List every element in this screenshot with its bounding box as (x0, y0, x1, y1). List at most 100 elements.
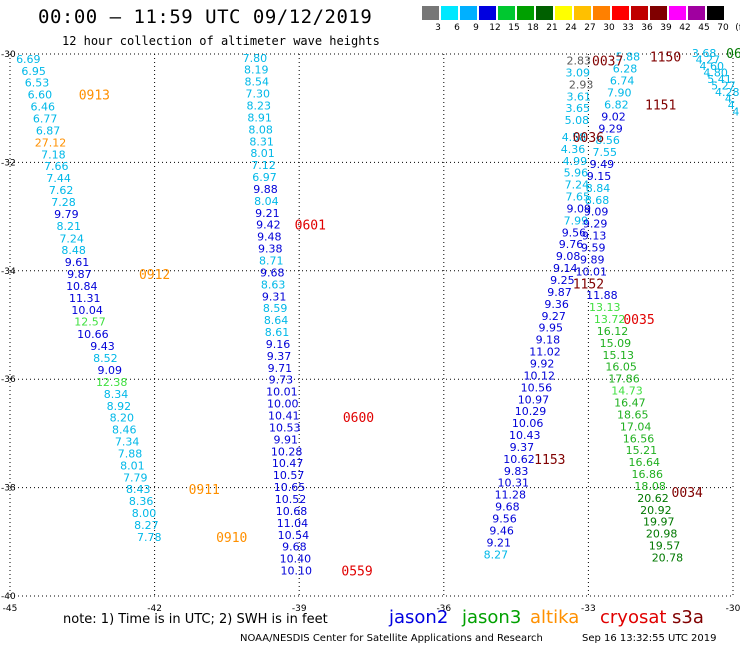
wave-height-value: 9.38 (258, 243, 283, 256)
wave-height-value: 6.97 (252, 171, 277, 184)
pass-time-label: 0912 (139, 268, 170, 283)
wave-height-value: 9.68 (495, 501, 520, 514)
color-scale-label: 36 (641, 23, 653, 33)
wave-height-value: 6.69 (16, 53, 41, 66)
wave-height-value: 6.46 (31, 101, 56, 114)
wave-height-value: 8.34 (104, 388, 129, 401)
wave-height-value: 9.83 (504, 465, 529, 478)
wave-height-value: 10.84 (66, 280, 98, 293)
color-scale-label: 21 (546, 23, 558, 33)
wave-height-value: 9.92 (530, 357, 555, 370)
legend-item-jason3: jason3 (462, 607, 522, 628)
wave-height-value: 4.99 (563, 155, 588, 168)
wave-height-value: 7.78 (137, 531, 162, 544)
wave-height-value: 9.09 (567, 202, 592, 215)
wave-height-value: 10.12 (523, 369, 555, 382)
wave-height-value: 3.68 (692, 47, 717, 60)
pass-time-label: 06 (726, 47, 740, 62)
wave-height-value: 8.20 (110, 412, 135, 425)
wave-height-value: 8.00 (132, 507, 157, 520)
credit-line: NOAA/NESDIS Center for Satellite Applica… (240, 633, 543, 644)
wave-height-value: 8.63 (261, 278, 286, 291)
wave-height-value: 6.53 (25, 77, 50, 90)
wave-height-value: 16.64 (629, 456, 661, 469)
color-swatch (555, 6, 572, 20)
wave-height-value: 9.73 (269, 374, 294, 387)
wave-height-value: 10.01 (266, 386, 298, 399)
longitude-tick-label: -45 (3, 604, 18, 614)
wave-height-value: 9.29 (583, 218, 608, 231)
wave-height-value: 15.21 (626, 444, 658, 457)
wave-height-value: 9.37 (267, 350, 292, 363)
wave-height-value: 9.21 (255, 207, 280, 220)
wave-height-value: 6.82 (604, 98, 629, 111)
wave-height-value: 20.92 (640, 504, 672, 517)
wave-height-value: 10.62 (503, 453, 535, 466)
color-scale-label: 45 (698, 23, 710, 33)
wave-height-value: 10.97 (518, 393, 550, 406)
wave-height-value: 5.08 (565, 114, 590, 127)
longitude-tick-label: -42 (147, 604, 162, 614)
wave-height-value: 8.91 (247, 111, 272, 124)
wave-height-value: 16.86 (631, 468, 663, 481)
wave-height-value: 10.40 (280, 553, 312, 566)
wave-height-value: 7.34 (115, 436, 140, 449)
wave-height-value: 13.72 (594, 313, 626, 326)
wave-height-value: 9.29 (598, 122, 623, 135)
wave-height-value: 9.71 (268, 362, 293, 375)
pass-time-label: 0559 (341, 565, 372, 580)
latitude-tick-label: -32 (1, 158, 16, 168)
color-swatch (593, 6, 610, 20)
wave-height-value: 4.27 (696, 53, 721, 66)
wave-height-value: 9.79 (54, 208, 79, 221)
wave-height-value: 4 (732, 105, 739, 118)
color-swatch (574, 6, 591, 20)
wave-height-value: 11.28 (495, 489, 527, 502)
wave-height-value: 10.01 (576, 265, 608, 278)
color-swatch (650, 6, 667, 20)
wave-height-value: 7.44 (46, 172, 71, 185)
wave-height-value: 9.25 (550, 274, 575, 287)
wave-height-value: 8.23 (246, 99, 271, 112)
wave-height-value: 10.04 (71, 304, 103, 317)
legend-item-jason2: jason2 (389, 607, 449, 628)
wave-height-value: 10.31 (497, 477, 529, 490)
wave-height-value: 8.19 (244, 64, 269, 77)
color-scale-label: 70 (717, 23, 729, 33)
wave-height-value: 9.02 (601, 110, 626, 123)
wave-height-value: 10.52 (275, 493, 307, 506)
wave-height-value: 20.98 (646, 528, 678, 541)
wave-height-value: 8.08 (248, 123, 273, 136)
wave-height-value: 11.88 (586, 289, 618, 302)
wave-height-value: 10.65 (274, 481, 306, 494)
color-scale-label: 15 (508, 23, 520, 33)
color-scale-label: 33 (622, 23, 634, 33)
wave-height-value: 8.31 (249, 135, 274, 148)
wave-height-value: 7.24 (59, 232, 84, 245)
wave-height-value: 8.71 (259, 255, 284, 268)
wave-height-value: 9.16 (266, 338, 291, 351)
wave-height-value: 9.37 (510, 441, 535, 454)
wave-height-value: 20.78 (652, 552, 684, 565)
color-swatch (669, 6, 686, 20)
wave-height-value: 10.41 (268, 410, 300, 423)
pass-time-label: 0600 (343, 411, 374, 426)
color-scale-label: 6 (454, 23, 460, 33)
wave-height-value: 8.54 (245, 76, 270, 89)
latitude-tick-label: -30 (1, 50, 16, 60)
wave-height-value: 8.27 (484, 548, 509, 561)
wave-height-value: 8.27 (134, 519, 159, 532)
wave-height-value: 9.48 (257, 231, 282, 244)
wave-height-value: 16.56 (623, 432, 655, 445)
wave-height-value: 8.43 (126, 483, 151, 496)
wave-height-value: 4.58 (562, 131, 587, 144)
wave-height-value: 9.36 (544, 298, 569, 311)
footnote: note: 1) Time is in UTC; 2) SWH is in fe… (63, 612, 328, 627)
wave-height-value: 27.12 (35, 136, 67, 149)
wave-height-value: 10.68 (276, 505, 308, 518)
color-swatch (517, 6, 534, 20)
color-swatch (498, 6, 515, 20)
wave-height-value: 7.99 (564, 214, 589, 227)
wave-height-value: 7.62 (49, 184, 74, 197)
